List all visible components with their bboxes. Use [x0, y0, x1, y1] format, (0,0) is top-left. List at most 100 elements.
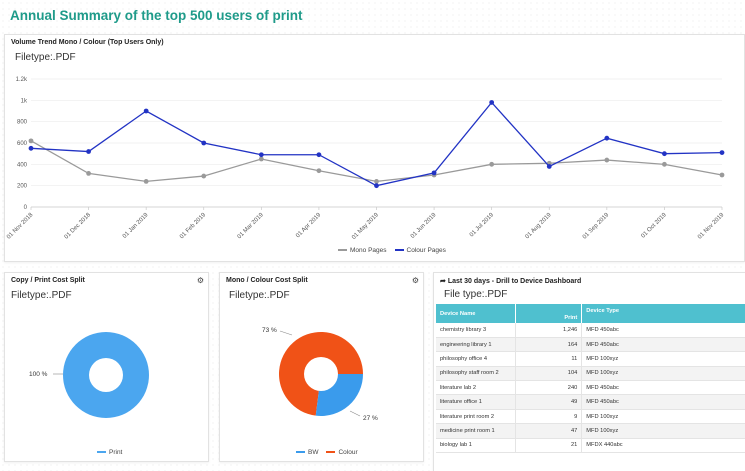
legend-colour[interactable]: Colour [326, 449, 358, 456]
mono-pages-series-line [30, 140, 723, 183]
volume-trend-filetype: Filetype:.PDF [15, 52, 76, 63]
colour-label-leader [279, 330, 293, 336]
table-row[interactable]: chemistry library 3 1,246 MFD 450abc [436, 323, 745, 338]
mono-pages-series-point [143, 179, 149, 184]
legend-mono-label: Mono Pages [350, 247, 387, 254]
colour-pages-series-point [258, 152, 264, 158]
mono-colour-donut: 73 % 27 % [262, 327, 378, 422]
y-tick-label: 800 [17, 120, 28, 126]
y-tick-label: 0 [24, 205, 28, 211]
legend-colour-label: Colour [338, 449, 358, 456]
legend-print[interactable]: Print [97, 449, 122, 456]
device-dashboard-title-text: Last 30 days - Drill to Device Dashboard [447, 278, 582, 285]
x-tick-label: 01 Nov 2019 [697, 212, 726, 241]
mono-colour-legend: BW Colour [296, 449, 358, 456]
device-name-cell[interactable]: literature office 1 [436, 394, 517, 410]
copy-print-panel: Copy / Print Cost Split ⚙ Filetype:.PDF … [4, 272, 209, 462]
device-name-cell[interactable]: literature print room 2 [436, 409, 517, 425]
device-type-cell: MFD 450abc [581, 337, 745, 353]
donut-hole [89, 358, 123, 392]
legend-bw-label: BW [308, 449, 319, 456]
table-row[interactable]: literature lab 2 240 MFD 450abc [436, 380, 745, 396]
table-row[interactable]: philosophy office 4 11 MFD 100xyz [436, 351, 745, 367]
colour-pages-series-line [30, 101, 723, 187]
x-tick-label: 01 Oct 2019 [640, 212, 668, 240]
colour-pages-series-point [316, 152, 322, 158]
device-table-header: Device Name Print Device Type [436, 304, 745, 323]
colour-pages-series-point [431, 170, 437, 176]
table-row[interactable]: engineering library 1 164 MFD 450abc [436, 337, 745, 353]
colour-pages-series-point [546, 164, 552, 169]
legend-colour-pages[interactable]: Colour Pages [394, 247, 446, 254]
print-count-cell: 164 [515, 337, 583, 353]
mono-colour-title: Mono / Colour Cost Split [226, 277, 308, 284]
drill-link-icon: ➦ [440, 278, 446, 285]
header-device-type[interactable]: Device Type [581, 304, 745, 323]
bw-swatch [296, 451, 305, 454]
colour-pages-series-point [86, 149, 91, 154]
device-dashboard-title[interactable]: ➦ Last 30 days - Drill to Device Dashboa… [440, 277, 581, 285]
x-tick-label: 01 Mar 2019 [237, 212, 266, 241]
colour-pages-series-point [28, 145, 34, 151]
device-type-cell: MFD 450abc [581, 323, 745, 338]
copy-print-gear-icon[interactable]: ⚙ [196, 276, 204, 285]
device-type-cell: MFD 100xyz [581, 366, 745, 382]
y-tick-label: 200 [17, 184, 28, 190]
device-name-cell[interactable]: philosophy office 4 [436, 351, 517, 367]
device-type-cell: MFD 100xyz [581, 409, 745, 425]
print-count-cell: 49 [515, 394, 583, 410]
mono-pages-series-point [719, 172, 725, 178]
x-tick-label: 01 May 2019 [351, 212, 380, 241]
copy-print-title: Copy / Print Cost Split [11, 277, 85, 284]
mono-pages-series-point [604, 157, 610, 163]
device-type-cell: MFD 100xyz [581, 423, 745, 439]
page-title: Annual Summary of the top 500 users of p… [10, 8, 303, 23]
colour-swatch [394, 249, 404, 252]
header-print[interactable]: Print [515, 304, 583, 323]
device-type-cell: MFD 450abc [581, 394, 745, 410]
mono-colour-gear-icon[interactable]: ⚙ [411, 276, 419, 285]
device-name-cell[interactable]: biology lab 1 [436, 438, 517, 454]
device-name-cell[interactable]: engineering library 1 [436, 337, 517, 353]
print-count-cell: 11 [515, 351, 583, 367]
legend-print-label: Print [109, 449, 123, 456]
table-row[interactable]: literature office 1 49 MFD 450abc [436, 394, 745, 410]
print-count-cell: 21 [515, 438, 583, 454]
legend-mono-pages[interactable]: Mono Pages [338, 247, 387, 254]
header-device-name[interactable]: Device Name [436, 304, 517, 323]
mono-colour-panel: Mono / Colour Cost Split ⚙ Filetype:.PDF… [219, 272, 424, 462]
x-tick-label: 01 Aug 2019 [525, 212, 554, 241]
device-name-cell[interactable]: philosophy staff room 2 [436, 366, 517, 382]
legend-bw[interactable]: BW [296, 449, 318, 456]
volume-trend-legend: Mono Pages Colour Pages [338, 247, 446, 254]
mono-pages-series-point [86, 171, 91, 176]
colour-pages-series-point [489, 100, 495, 105]
table-row[interactable]: biology lab 1 21 MFDX 440abc [436, 438, 745, 454]
y-tick-label: 1.2k [16, 77, 28, 83]
device-dashboard-filetype: File type:.PDF [444, 289, 508, 300]
volume-trend-title: Volume Trend Mono / Colour (Top Users On… [11, 39, 164, 46]
mono-pages-series-point [489, 161, 495, 167]
x-tick-label: 01 Nov 2018 [6, 212, 35, 241]
colour-pages-series-point [374, 183, 379, 189]
mono-swatch [338, 249, 347, 252]
bw-label-leader [349, 410, 361, 417]
device-name-cell[interactable]: chemistry library 3 [436, 323, 517, 338]
colour-swatch [326, 451, 336, 454]
table-row[interactable]: philosophy staff room 2 104 MFD 100xyz [436, 366, 745, 382]
print-swatch [97, 451, 106, 454]
mono-pages-series-point [662, 161, 667, 167]
x-tick-label: 01 Sep 2019 [582, 212, 611, 241]
print-count-cell: 1,246 [515, 323, 583, 338]
x-tick-label: 01 Feb 2019 [179, 212, 208, 241]
bw-slice-label: 27 % [363, 415, 378, 422]
legend-colour-label: Colour Pages [406, 247, 446, 254]
device-name-cell[interactable]: literature lab 2 [436, 380, 517, 396]
x-tick-label: 01 Dec 2018 [64, 212, 93, 241]
colour-pages-series-point [143, 108, 149, 114]
device-name-cell[interactable]: medicine print room 1 [436, 423, 517, 439]
table-row[interactable]: literature print room 2 9 MFD 100xyz [436, 409, 745, 425]
colour-pages-series-point [201, 140, 207, 146]
mono-pages-series-point [374, 179, 379, 184]
table-row[interactable]: medicine print room 1 47 MFD 100xyz [436, 423, 745, 439]
